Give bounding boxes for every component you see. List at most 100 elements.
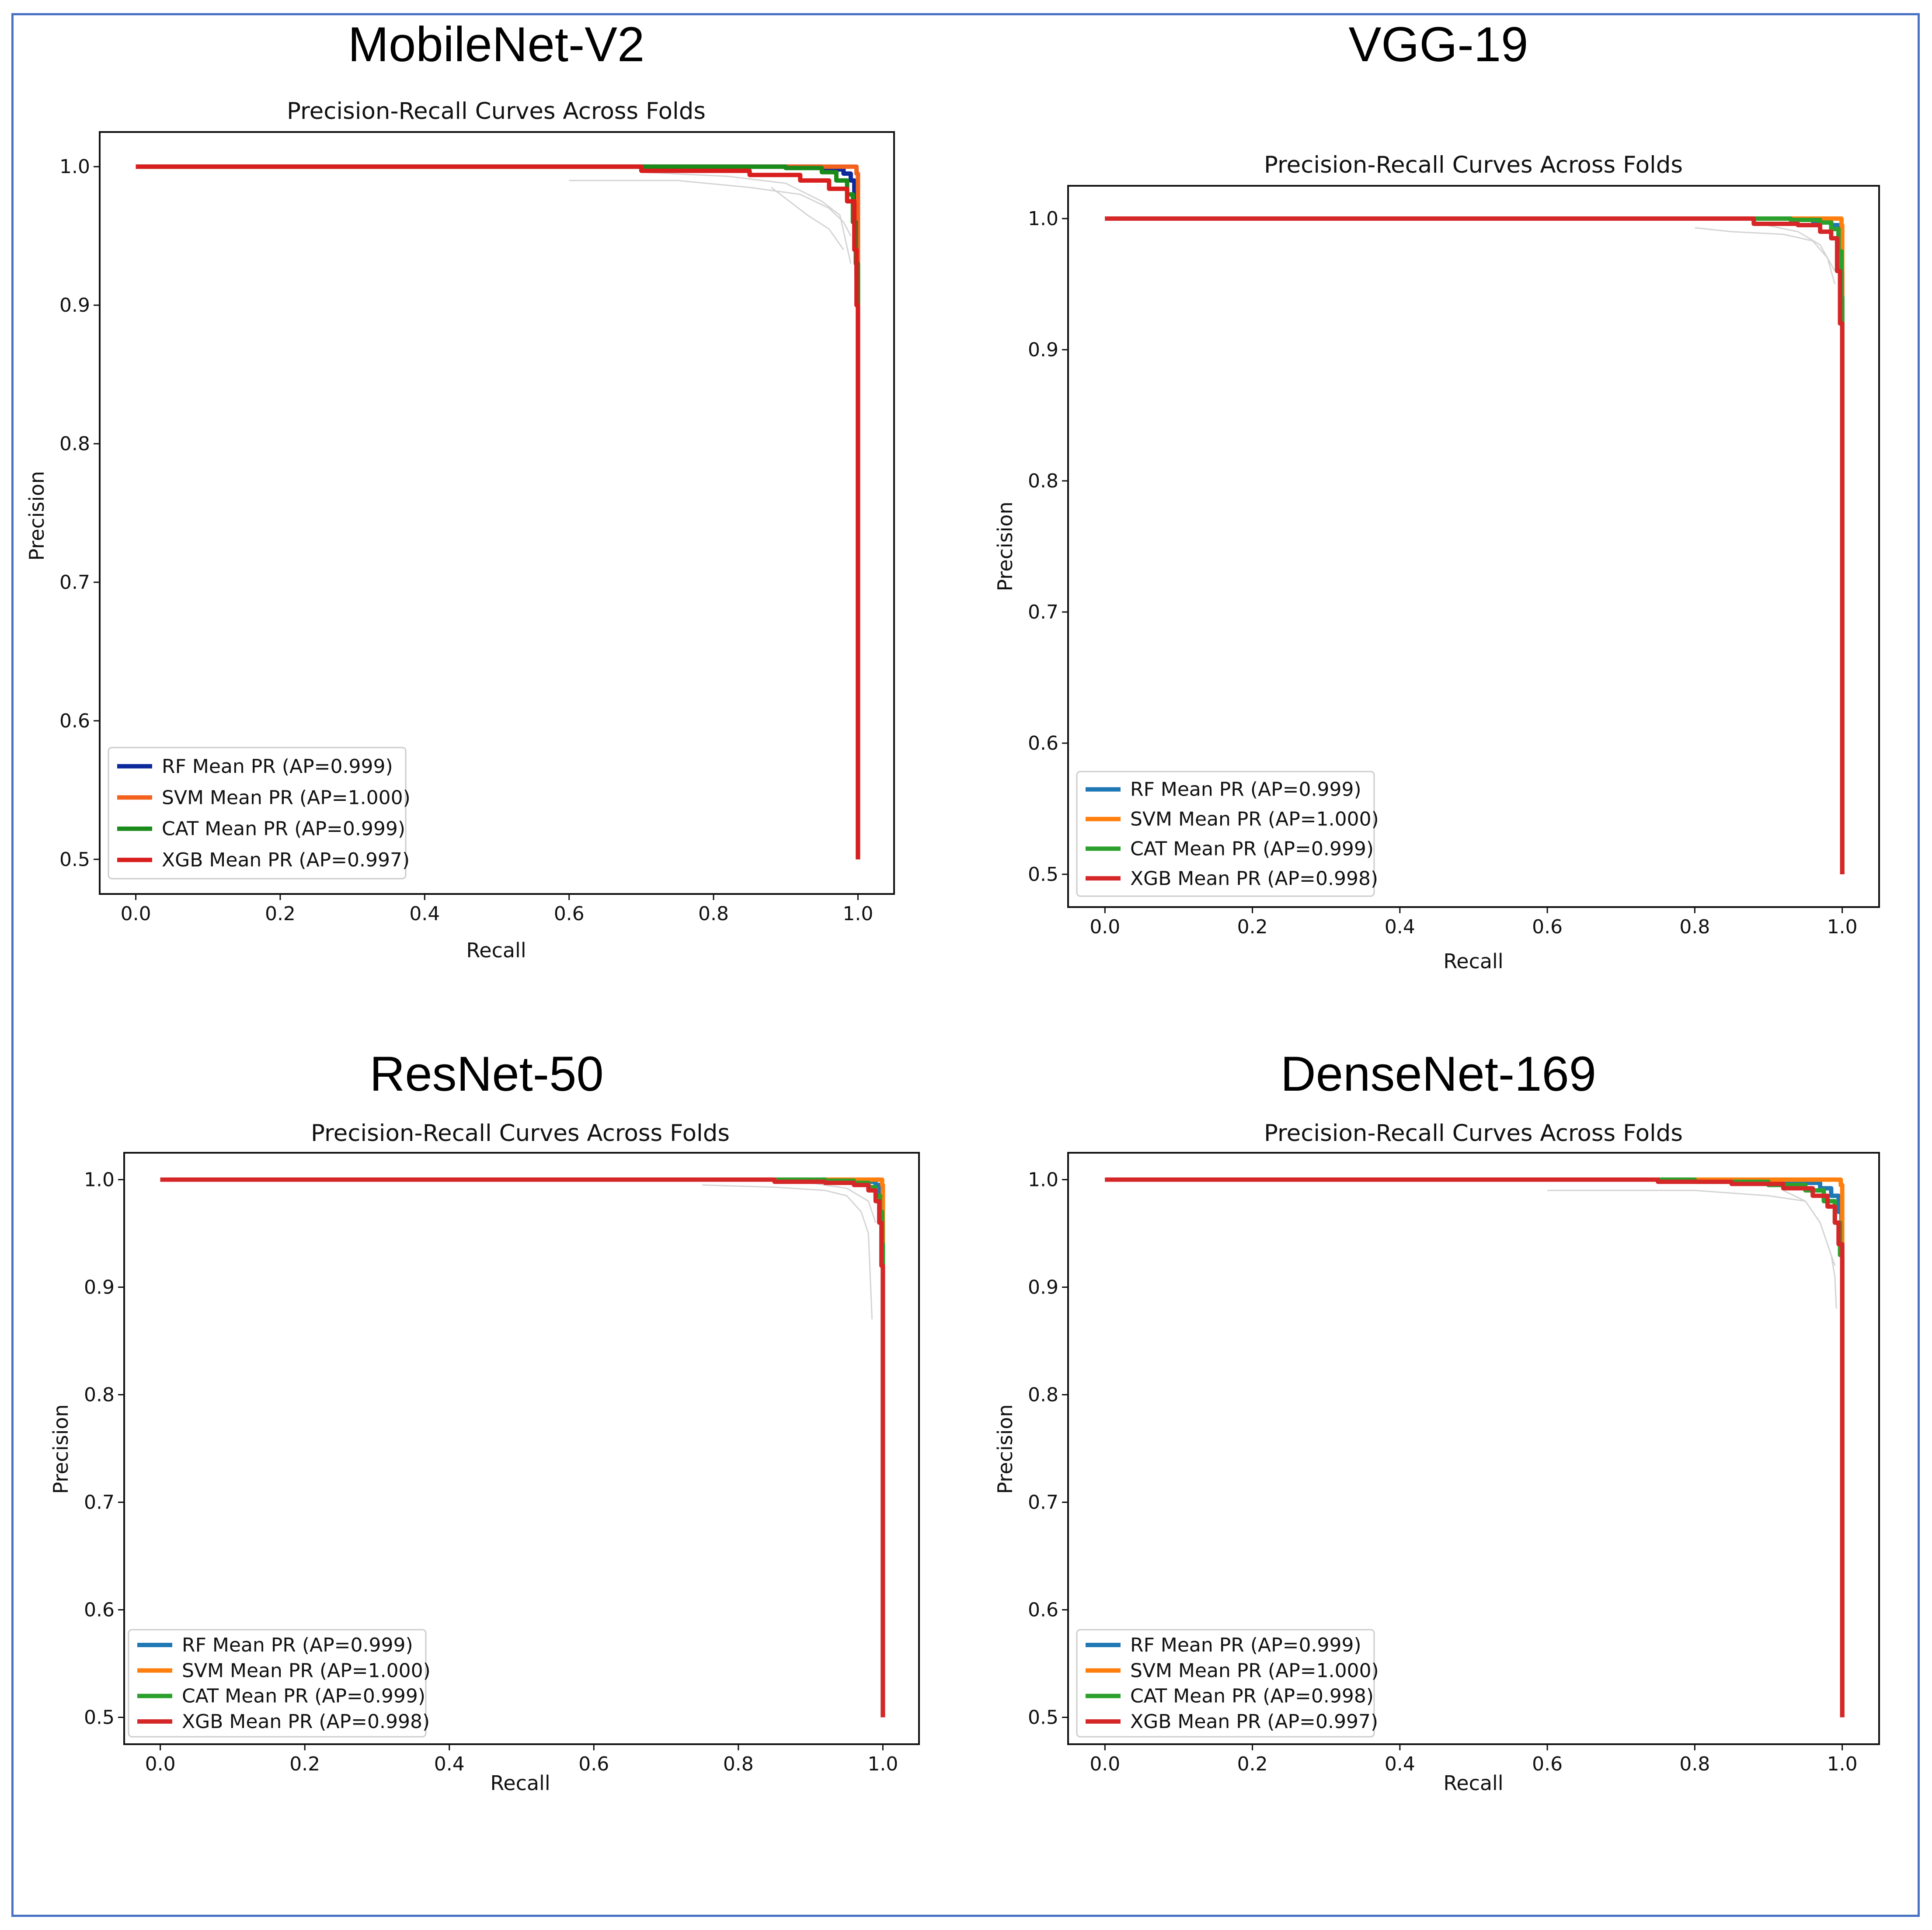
series-line: [1105, 1177, 1845, 1718]
fold-curve: [810, 1182, 877, 1223]
x-tick-label: 0.6: [554, 903, 585, 925]
y-axis-label: Precision: [25, 471, 49, 560]
y-tick-label: 0.6: [1028, 1599, 1058, 1621]
legend-label: CAT Mean PR (AP=0.999): [182, 1685, 425, 1707]
y-tick-label: 0.5: [1028, 1707, 1058, 1729]
chart-title: Precision-Recall Curves Across Folds: [311, 1120, 730, 1147]
legend-box: [128, 1629, 427, 1738]
legend-label: CAT Mean PR (AP=0.999): [162, 818, 405, 840]
chart-panel: DenseNet-169 Precision-Recall Curves Acro…: [993, 1047, 1880, 1795]
legend-label: RF Mean PR (AP=0.999): [1130, 1634, 1361, 1656]
y-tick-label: 0.5: [84, 1707, 115, 1729]
x-tick-label: 0.0: [1090, 1753, 1120, 1775]
legend-label: XGB Mean PR (AP=0.998): [1130, 867, 1378, 890]
legend-box: [1076, 1629, 1375, 1738]
legend-label: CAT Mean PR (AP=0.999): [1130, 838, 1374, 860]
x-tick-label: 0.2: [1237, 1753, 1268, 1775]
y-tick-label: 1.0: [1028, 1169, 1058, 1191]
legend-label: CAT Mean PR (AP=0.998): [1130, 1685, 1374, 1707]
series-line: [1105, 1177, 1845, 1718]
y-tick-label: 0.7: [84, 1492, 115, 1514]
fold-curve: [771, 187, 844, 250]
legend-label: RF Mean PR (AP=0.999): [1130, 779, 1361, 801]
y-tick-label: 0.8: [59, 433, 90, 455]
x-tick-label: 0.2: [289, 1753, 320, 1775]
y-tick-label: 0.9: [59, 294, 90, 316]
y-axis-label: Precision: [993, 501, 1017, 591]
x-axis-label: Recall: [1443, 1771, 1503, 1795]
legend-box: [108, 747, 407, 880]
y-axis-label: Precision: [49, 1404, 73, 1494]
chart-title: Precision-Recall Curves Across Folds: [1264, 152, 1683, 178]
x-tick-label: 0.0: [1090, 916, 1120, 938]
y-tick-label: 0.6: [59, 710, 90, 732]
y-tick-label: 0.6: [1028, 732, 1058, 755]
series-line: [1105, 216, 1845, 874]
legend-label: RF Mean PR (AP=0.999): [162, 755, 393, 778]
series-line: [136, 164, 860, 859]
y-tick-label: 0.9: [1028, 339, 1058, 361]
panel-heading: ResNet-50: [369, 1047, 603, 1101]
x-tick-label: 1.0: [1827, 916, 1858, 938]
x-axis-label: Recall: [490, 1771, 550, 1795]
panel-heading: MobileNet-V2: [348, 17, 645, 72]
y-tick-label: 0.7: [59, 571, 90, 594]
legend-label: RF Mean PR (AP=0.999): [182, 1634, 413, 1656]
legend-label: XGB Mean PR (AP=0.997): [162, 849, 410, 871]
panel-heading: VGG-19: [1349, 17, 1528, 72]
legend-label: SVM Mean PR (AP=1.000): [1130, 808, 1379, 831]
x-tick-label: 0.4: [1385, 1753, 1415, 1775]
fold-curve: [569, 180, 852, 236]
y-tick-label: 0.7: [1028, 601, 1058, 623]
y-tick-label: 1.0: [1028, 208, 1058, 230]
x-tick-label: 1.0: [842, 903, 873, 925]
x-tick-label: 0.2: [1237, 916, 1268, 938]
x-tick-label: 0.4: [1385, 916, 1415, 938]
x-axis-label: Recall: [1443, 949, 1503, 973]
y-tick-label: 0.9: [1028, 1276, 1058, 1299]
y-tick-label: 0.8: [1028, 470, 1058, 492]
x-tick-label: 1.0: [867, 1753, 898, 1775]
legend-label: XGB Mean PR (AP=0.997): [1130, 1711, 1378, 1733]
x-tick-label: 0.2: [265, 903, 296, 925]
x-tick-label: 0.6: [1532, 1753, 1563, 1775]
y-tick-label: 0.8: [84, 1384, 115, 1406]
y-axis-label: Precision: [993, 1404, 1017, 1494]
y-tick-label: 1.0: [84, 1169, 115, 1191]
y-tick-label: 0.7: [1028, 1492, 1058, 1514]
x-axis-label: Recall: [466, 939, 526, 962]
y-tick-label: 0.9: [84, 1276, 115, 1299]
legend-label: SVM Mean PR (AP=1.000): [162, 786, 411, 809]
x-tick-label: 0.8: [723, 1753, 754, 1775]
fold-curve: [1783, 1189, 1837, 1309]
chart-panel: ResNet-50 Precision-Recall Curves Across …: [49, 1047, 920, 1795]
legend-label: XGB Mean PR (AP=0.998): [182, 1711, 430, 1733]
fold-curve: [702, 1184, 873, 1320]
y-tick-label: 0.6: [84, 1599, 115, 1621]
fold-curve: [1695, 227, 1836, 285]
legend-label: SVM Mean PR (AP=1.000): [182, 1659, 431, 1682]
chart-title: Precision-Recall Curves Across Folds: [1264, 1120, 1683, 1147]
x-tick-label: 0.4: [409, 903, 440, 925]
x-tick-label: 0.0: [121, 903, 151, 925]
chart-title: Precision-Recall Curves Across Folds: [287, 98, 706, 125]
x-tick-label: 0.6: [578, 1753, 609, 1775]
chart-panel: MobileNet-V2 Precision-Recall Curves Acro…: [25, 17, 895, 962]
x-tick-label: 0.8: [698, 903, 729, 925]
y-tick-label: 1.0: [59, 156, 90, 178]
x-tick-label: 0.8: [1679, 916, 1710, 938]
fold-curve: [641, 171, 852, 264]
x-tick-label: 1.0: [1827, 1753, 1858, 1775]
y-tick-label: 0.5: [59, 849, 90, 871]
x-tick-label: 0.0: [145, 1753, 176, 1775]
series-line: [160, 1177, 885, 1718]
x-tick-label: 0.8: [1679, 1753, 1710, 1775]
panel-heading: DenseNet-169: [1281, 1047, 1596, 1101]
chart-panel: VGG-19 Precision-Recall Curves Across Fol…: [993, 17, 1880, 973]
x-tick-label: 0.6: [1532, 916, 1563, 938]
y-tick-label: 0.8: [1028, 1384, 1058, 1406]
legend-box: [1076, 771, 1375, 897]
x-tick-label: 0.4: [434, 1753, 465, 1775]
legend-label: SVM Mean PR (AP=1.000): [1130, 1659, 1379, 1682]
